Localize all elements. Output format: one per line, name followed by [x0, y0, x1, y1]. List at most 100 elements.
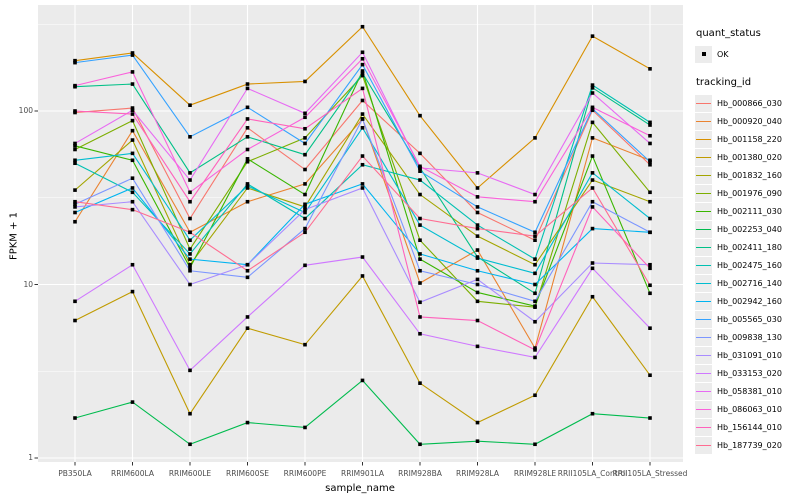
series-color-line-icon — [696, 246, 711, 248]
data-point — [590, 226, 595, 231]
data-point — [590, 261, 595, 265]
data-point — [533, 230, 537, 235]
data-point — [130, 53, 135, 57]
series-color-line-icon — [696, 102, 711, 104]
data-point — [648, 216, 652, 221]
data-point — [130, 112, 135, 116]
data-point — [475, 210, 480, 215]
legend-item-Hb_001380_020: Hb_001380_020 — [695, 148, 799, 166]
data-point — [73, 83, 77, 88]
data-point — [303, 207, 307, 212]
data-point — [245, 159, 250, 164]
data-point — [303, 115, 307, 120]
data-point — [303, 167, 307, 172]
color-line-key — [695, 436, 712, 454]
data-point — [130, 176, 135, 180]
legend-item-label: Hb_033153_020 — [717, 368, 782, 378]
legend-item-label: Hb_002253_040 — [717, 224, 782, 234]
data-point — [360, 50, 365, 55]
data-point — [245, 147, 250, 152]
data-point — [360, 69, 365, 73]
data-point — [533, 257, 537, 261]
data-point — [533, 136, 537, 140]
data-point — [130, 186, 135, 190]
legend-item-Hb_005565_030: Hb_005565_030 — [695, 310, 799, 328]
data-point — [648, 133, 652, 138]
data-point — [418, 238, 422, 243]
legend-item-label: Hb_009838_130 — [717, 332, 782, 342]
data-point — [648, 120, 652, 125]
data-point — [418, 113, 422, 118]
legend-item-label: Hb_001158_220 — [717, 134, 782, 144]
color-line-key — [695, 382, 712, 400]
data-point — [475, 256, 480, 260]
color-line-key — [695, 148, 712, 166]
data-point — [245, 182, 250, 186]
color-line-key — [695, 130, 712, 148]
data-point — [188, 262, 192, 267]
data-point — [130, 70, 135, 74]
data-point — [418, 381, 422, 385]
data-point — [360, 73, 365, 78]
color-line-key — [695, 400, 712, 418]
data-point — [73, 210, 77, 215]
x-tick-label-RRII105LA_Stressed: RRII105LA_Stressed — [612, 469, 688, 478]
y-tick-label-10: 10 — [23, 279, 33, 289]
data-point — [533, 355, 537, 360]
color-line-key — [695, 238, 712, 256]
data-point — [130, 158, 135, 163]
data-point — [245, 268, 250, 273]
data-point — [533, 304, 537, 308]
data-point — [130, 128, 135, 133]
data-point — [648, 326, 652, 330]
data-point — [418, 164, 422, 169]
data-point — [245, 420, 250, 425]
data-point — [73, 158, 77, 163]
data-point — [418, 315, 422, 319]
data-point — [475, 234, 480, 238]
data-point — [475, 299, 480, 304]
data-point — [475, 420, 480, 425]
legend-item-Hb_156144_010: Hb_156144_010 — [695, 418, 799, 436]
data-point — [245, 82, 250, 86]
legend-item-Hb_187739_020: Hb_187739_020 — [695, 436, 799, 454]
data-point — [130, 207, 135, 212]
data-point — [475, 439, 480, 443]
series-color-line-icon — [696, 120, 711, 122]
legend-item-label: Hb_001832_160 — [717, 170, 782, 180]
series-color-line-icon — [696, 192, 711, 194]
series-color-line-icon — [696, 300, 711, 302]
data-point — [360, 126, 365, 130]
x-tick-label-RRIM600LA: RRIM600LA — [111, 469, 154, 478]
data-point — [590, 105, 595, 110]
data-point — [648, 141, 652, 146]
data-point — [188, 190, 192, 195]
data-point — [303, 210, 307, 215]
data-point — [303, 182, 307, 186]
data-point — [648, 373, 652, 378]
data-point — [245, 126, 250, 130]
data-point — [303, 111, 307, 116]
data-point — [303, 141, 307, 146]
data-point — [648, 190, 652, 195]
data-point — [188, 411, 192, 416]
data-point — [418, 223, 422, 227]
data-point — [188, 135, 192, 139]
legend-item-Hb_033153_020: Hb_033153_020 — [695, 364, 799, 382]
data-point — [648, 283, 652, 288]
legend-item-Hb_002716_140: Hb_002716_140 — [695, 274, 799, 292]
data-point — [73, 299, 77, 304]
color-line-key — [695, 346, 712, 364]
data-point — [73, 141, 77, 146]
data-point — [303, 79, 307, 84]
color-line-key — [695, 274, 712, 292]
data-point — [73, 161, 77, 166]
data-point — [303, 216, 307, 221]
data-point — [533, 291, 537, 296]
series-color-line-icon — [696, 264, 711, 266]
data-point — [590, 86, 595, 90]
data-point — [360, 56, 365, 61]
data-point — [533, 238, 537, 243]
color-line-key — [695, 220, 712, 238]
data-point — [188, 252, 192, 256]
